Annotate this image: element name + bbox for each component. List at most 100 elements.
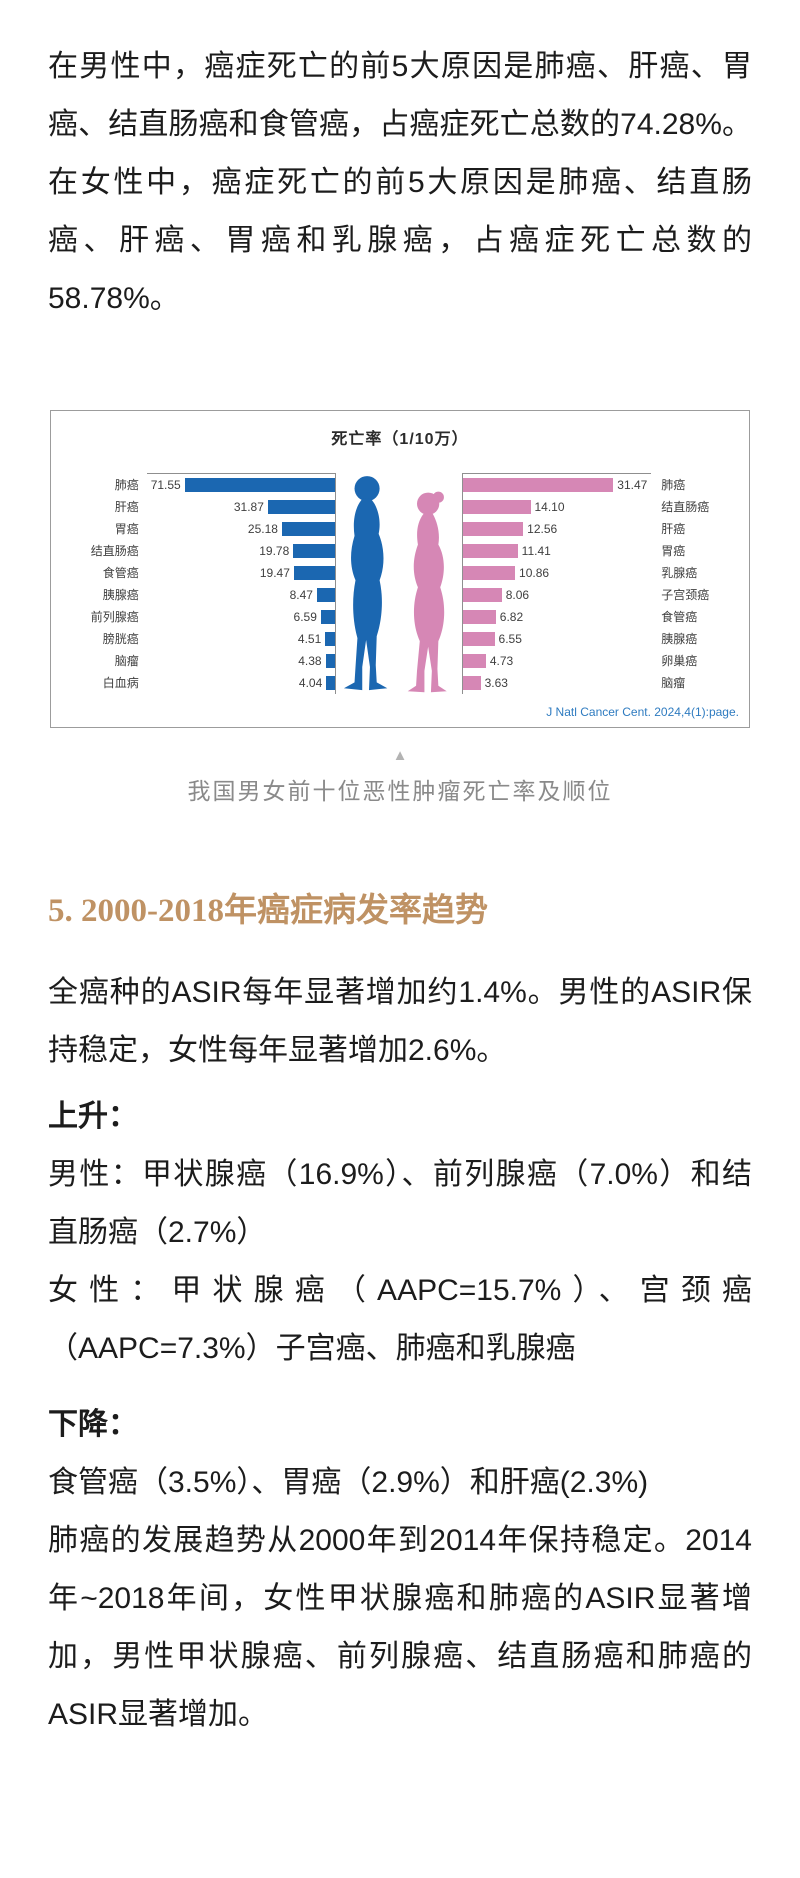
- female-silhouette-icon: [407, 491, 447, 693]
- male-category-label: 白血病: [102, 676, 139, 690]
- male-bar-value: 4.38: [298, 654, 322, 668]
- female-category-label: 胰腺癌: [661, 632, 698, 646]
- male-category-labels: 肺癌肝癌胃癌结直肠癌食管癌胰腺癌前列腺癌膀胱癌脑瘤白血病: [57, 473, 147, 694]
- female-bars-track: 31.47 14.10 12.56 11.41 10.86 8.06 6.82 6.55 4.7…: [462, 473, 652, 694]
- male-bar-row: 19.78: [147, 540, 335, 562]
- male-bar: [326, 676, 335, 690]
- female-category-label: 肝癌: [661, 522, 686, 536]
- male-bar-row: 31.87: [147, 496, 335, 518]
- mortality-chart-figure: 死亡率（1/10万） 肺癌 肝癌 胃癌 结直肠癌 食管癌 胰腺癌 前列腺癌 膀胱癌 脑瘤 白血病 …: [50, 410, 750, 728]
- female-category-label: 结直肠癌: [661, 500, 710, 514]
- female-bar-value: 3.63: [484, 676, 508, 690]
- male-bar: [184, 478, 335, 492]
- female-category-labels: 肺癌 结直肠癌 肝癌 胃癌 乳腺癌 子宫颈癌 食管癌 胰腺癌 卵巢癌 脑瘤: [651, 473, 743, 694]
- intro-paragraph: 在男性中，癌症死亡的前5大原因是肺癌、肝癌、胃癌、结直肠癌和食管癌，占癌症死亡总…: [48, 50, 752, 315]
- caption-arrow-icon: ▲: [392, 747, 408, 764]
- female-bar-row: 12.56: [463, 518, 651, 540]
- male-bar-value: 19.78: [259, 544, 290, 558]
- female-bar: [463, 500, 531, 514]
- silhouettes: [336, 473, 463, 699]
- male-category-label: 胃癌: [114, 522, 139, 536]
- female-category-label: 胃癌: [661, 544, 686, 558]
- male-bars-track: 71.55 31.87 25.18 19.78 19.47 8.47 6.59 4.51 4.3…: [146, 473, 336, 694]
- male-bar: [293, 544, 335, 558]
- male-bar: [281, 522, 335, 536]
- chart-body: 肺癌 肝癌 胃癌 结直肠癌 食管癌 胰腺癌 前列腺癌 膀胱癌 脑瘤 白血病 71.55 31.87 2…: [57, 473, 743, 699]
- male-bar-row: 4.38: [147, 650, 335, 672]
- female-bar: [463, 676, 481, 690]
- male-category-label: 膀胱癌: [102, 632, 139, 646]
- male-silhouette-icon: [343, 476, 388, 691]
- chart-title: 死亡率（1/10万）: [331, 431, 469, 448]
- female-bar: [463, 566, 516, 580]
- male-bar: [325, 632, 335, 646]
- female-bar: [463, 610, 496, 624]
- figure-caption: 我国男女前十位恶性肿瘤死亡率及顺位: [187, 778, 613, 804]
- female-category-label: 乳腺癌: [661, 566, 698, 580]
- label-declining: 下降：: [48, 1408, 138, 1441]
- declining-paragraph: 食管癌（3.5%）、胃癌（2.9%）和肝癌(2.3%): [48, 1466, 649, 1499]
- female-bar: [463, 478, 614, 492]
- female-bar: [463, 522, 524, 536]
- female-bar-value: 11.41: [521, 544, 551, 558]
- male-bar-row: 4.04: [147, 672, 335, 694]
- male-bar-row: 8.47: [147, 584, 335, 606]
- male-bar-value: 19.47: [259, 566, 290, 580]
- female-category-label: 子宫颈癌: [661, 588, 710, 602]
- section-heading: 5. 2000-2018年癌症病发率趋势: [48, 893, 488, 929]
- male-category-label: 结直肠癌: [90, 544, 139, 558]
- male-category-label: 食管癌: [102, 566, 139, 580]
- female-bar-row: 11.41: [463, 540, 651, 562]
- female-category-label: 脑瘤: [661, 676, 686, 690]
- female-category-label: 肺癌: [661, 478, 686, 492]
- male-category-label: 肝癌: [114, 500, 139, 514]
- female-bar-value: 6.82: [499, 610, 524, 624]
- rising-female-paragraph: 女性：甲状腺癌（AAPC=15.7%）、宫颈癌（AAPC=7.3%）子宫癌、肺癌…: [48, 1274, 752, 1365]
- male-bar-value: 8.47: [289, 588, 313, 602]
- male-bar-row: 4.51: [147, 628, 335, 650]
- female-bar-row: 31.47: [463, 474, 651, 496]
- female-bar-row: 14.10: [463, 496, 651, 518]
- male-bar-row: 19.47: [147, 562, 335, 584]
- female-bar-value: 10.86: [519, 566, 550, 580]
- female-bar-row: 10.86: [463, 562, 651, 584]
- trend-paragraph: 肺癌的发展趋势从2000年到2014年保持稳定。2014年~2018年间，女性甲…: [48, 1524, 752, 1731]
- female-bar-row: 8.06: [463, 584, 651, 606]
- female-bar: [463, 544, 518, 558]
- female-bar-row: 4.73: [463, 650, 651, 672]
- female-bar-value: 4.73: [489, 654, 514, 668]
- female-bar-value: 8.06: [505, 588, 530, 602]
- female-bar-value: 12.56: [527, 522, 558, 536]
- male-bar-value: 31.87: [233, 500, 264, 514]
- female-category-label: 食管癌: [661, 610, 698, 624]
- male-bar: [267, 500, 335, 514]
- male-bar: [325, 654, 335, 668]
- male-category-label: 脑瘤: [114, 654, 139, 668]
- male-bar-value: 25.18: [247, 522, 278, 536]
- rising-male-paragraph: 男性：甲状腺癌（16.9%）、前列腺癌（7.0%）和结直肠癌（2.7%）: [48, 1158, 752, 1249]
- male-category-label: 肺癌: [114, 478, 139, 492]
- female-bar: [463, 588, 502, 602]
- male-bar-row: 71.55: [147, 474, 335, 496]
- male-category-label: 前列腺癌: [90, 610, 139, 624]
- female-bar-row: 6.82: [463, 606, 651, 628]
- female-bar-row: 3.63: [463, 672, 651, 694]
- male-bar: [316, 588, 335, 602]
- label-rising: 上升：: [48, 1100, 138, 1133]
- male-bar-row: 6.59: [147, 606, 335, 628]
- male-bar-value: 4.04: [298, 676, 323, 690]
- male-bar-row: 25.18: [147, 518, 335, 540]
- chart-source-citation: J Natl Cancer Cent. 2024,4(1):page.: [546, 705, 739, 719]
- male-category-label: 胰腺癌: [102, 588, 139, 602]
- male-bar-value: 4.51: [297, 632, 322, 646]
- female-bar: [463, 654, 486, 668]
- female-bar: [463, 632, 495, 646]
- male-bar: [293, 566, 335, 580]
- male-bar: [320, 610, 335, 624]
- female-bar-value: 14.10: [534, 500, 565, 514]
- male-bar-value: 6.59: [293, 610, 317, 624]
- male-bar-value: 71.55: [150, 478, 181, 492]
- female-bar-value: 31.47: [617, 478, 648, 492]
- female-bar-value: 6.55: [498, 632, 522, 646]
